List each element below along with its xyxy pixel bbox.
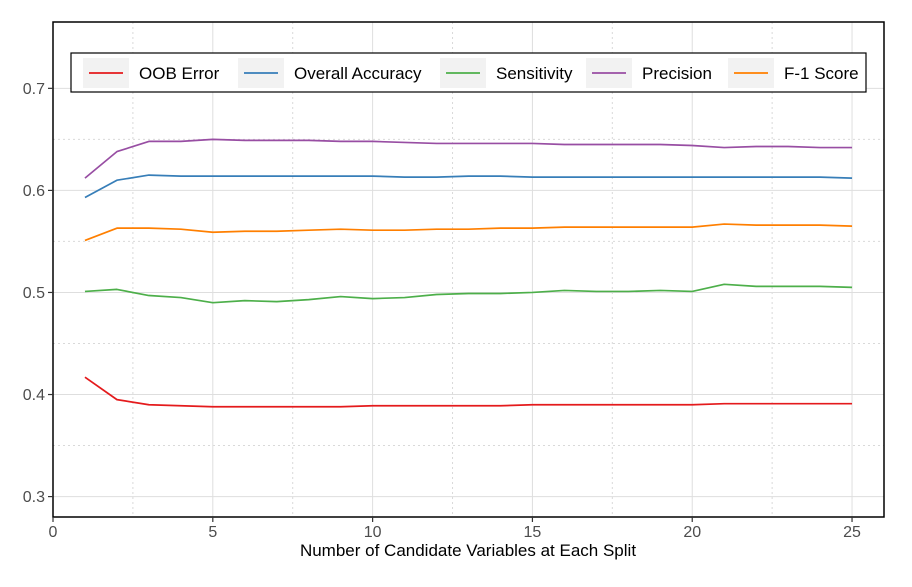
series-line-overall-accuracy — [84, 174, 853, 199]
x-tick-label: 5 — [208, 524, 217, 541]
plot-border — [52, 21, 885, 518]
x-axis-title: Number of Candidate Variables at Each Sp… — [300, 541, 636, 560]
series-lines — [84, 138, 853, 408]
legend-label-precision: Precision — [642, 64, 712, 83]
tick-labels: 0 5 10 15 20 25 0.3 0.4 0.5 0.6 0.7 — [23, 81, 861, 541]
y-tick-label: 0.6 — [23, 183, 45, 200]
x-tick-label: 0 — [49, 524, 58, 541]
y-tick-label: 0.5 — [23, 285, 45, 302]
y-tick-label: 0.4 — [23, 387, 45, 404]
minor-gridlines — [53, 22, 884, 517]
y-tick-label: 0.3 — [23, 489, 45, 506]
series-line-oob-error — [84, 376, 853, 408]
series-line-f-1-score — [84, 223, 853, 242]
axis-ticks — [48, 87, 853, 522]
legend-label-f-1-score: F-1 Score — [784, 64, 859, 83]
y-tick-label: 0.7 — [23, 81, 45, 98]
series-line-precision — [84, 138, 853, 179]
x-tick-label: 20 — [683, 524, 701, 541]
x-tick-label: 10 — [364, 524, 382, 541]
legend-label-overall-accuracy: Overall Accuracy — [294, 64, 422, 83]
legend-label-oob-error: OOB Error — [139, 64, 220, 83]
legend-label-sensitivity: Sensitivity — [496, 64, 573, 83]
x-tick-label: 15 — [524, 524, 542, 541]
x-tick-label: 25 — [843, 524, 861, 541]
legend: OOB Error Overall Accuracy Sensitivity Prec… — [70, 52, 867, 93]
series-line-sensitivity — [84, 283, 853, 304]
